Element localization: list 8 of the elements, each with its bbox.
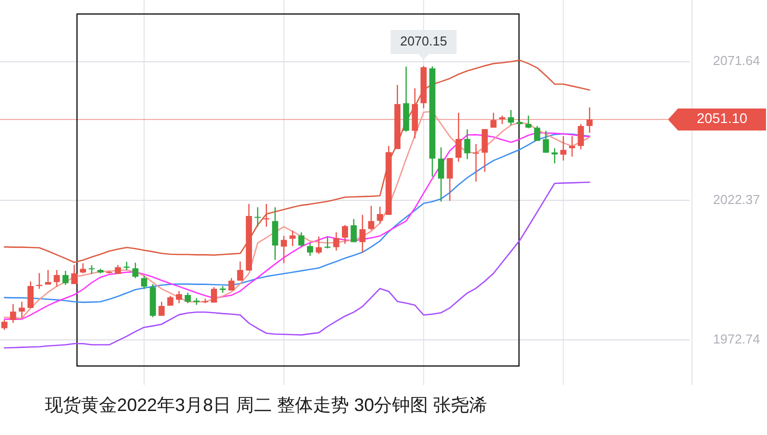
line-series — [4, 182, 590, 349]
ref-line-label: 2051.10 — [696, 110, 748, 126]
text: 现货黄金2022年3月8日 周二 整体走势 30分钟图 张尧浠 — [45, 395, 488, 415]
y-tick-label: 2022.37 — [713, 192, 760, 207]
annotation: 2070.15 — [400, 33, 448, 48]
y-tick-label: 2071.64 — [713, 53, 760, 68]
y-tick-label: 1972.74 — [713, 331, 760, 346]
line-series — [4, 60, 590, 264]
